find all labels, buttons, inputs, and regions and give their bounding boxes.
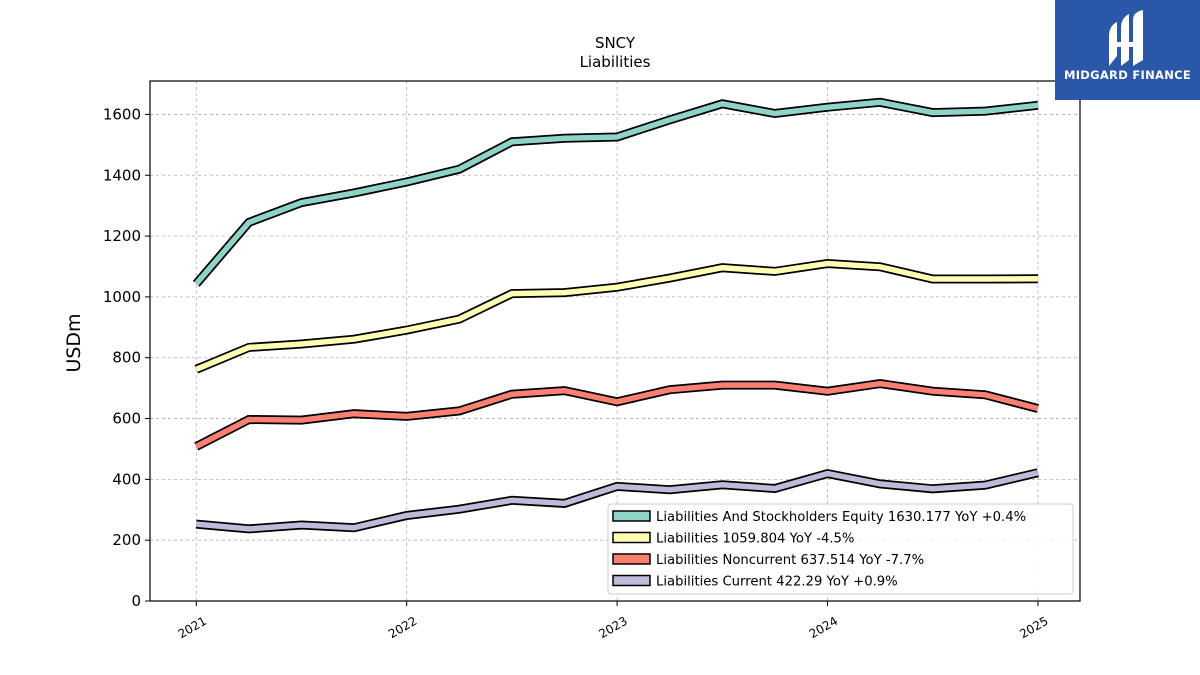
y-tick-label: 200 — [112, 531, 141, 549]
legend-swatch — [612, 510, 651, 522]
legend-swatch — [612, 553, 651, 565]
legend-label: Liabilities And Stockholders Equity 1630… — [656, 510, 1026, 525]
y-tick-label: 800 — [112, 349, 141, 367]
legend-label: Liabilities Noncurrent 637.514 YoY -7.7% — [656, 553, 924, 568]
brand-logo: MIDGARD FINANCE — [1055, 0, 1200, 100]
logo-text: MIDGARD FINANCE — [1063, 68, 1192, 82]
y-axis: 0 200 400 600 800 1000 1200 1400 1600 — [103, 105, 150, 610]
series-line — [195, 260, 1038, 372]
plot-frame — [149, 80, 1081, 602]
series-line — [194, 99, 1039, 286]
y-tick-label: 1400 — [103, 166, 141, 184]
legend-label: Liabilities Current 422.29 YoY +0.9% — [656, 575, 898, 590]
series-line — [195, 380, 1039, 449]
y-tick-label: 0 — [131, 592, 141, 610]
series-group — [192, 97, 1040, 534]
midgard-logo-icon — [1109, 10, 1143, 66]
chart-title: SNCY — [595, 34, 636, 52]
x-axis: 2021 2022 2023 2024 2025 — [176, 601, 1051, 641]
y-axis-label: USDm — [63, 313, 85, 372]
legend-swatch — [612, 574, 651, 587]
y-tick-label: 400 — [112, 470, 141, 488]
y-tick-label: 1200 — [103, 227, 141, 245]
x-tick-label: 2021 — [176, 614, 209, 641]
legend-swatch — [612, 531, 651, 544]
x-tick-label: 2025 — [1017, 614, 1050, 641]
legend: Liabilities And Stockholders Equity 1630… — [607, 503, 1074, 595]
chart-subtitle: Liabilities — [580, 53, 651, 71]
y-tick-label: 1000 — [103, 288, 141, 306]
legend-box — [607, 503, 1074, 595]
y-tick-label: 600 — [112, 410, 141, 428]
x-tick-label: 2023 — [596, 614, 629, 641]
x-tick-label: 2022 — [386, 614, 419, 641]
y-tick-label: 1600 — [103, 105, 141, 123]
x-tick-label: 2024 — [807, 614, 840, 641]
legend-label: Liabilities 1059.804 YoY -4.5% — [656, 532, 854, 547]
series-line — [196, 470, 1039, 532]
